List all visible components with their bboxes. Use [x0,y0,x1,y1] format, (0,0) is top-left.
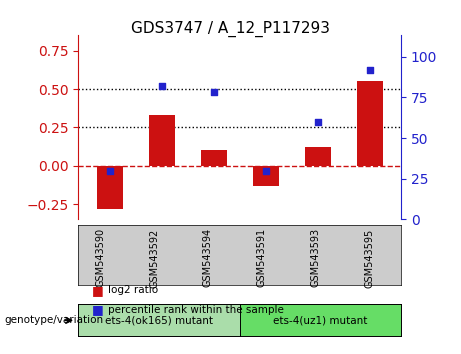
Bar [253,166,279,186]
Text: ets-4(uz1) mutant: ets-4(uz1) mutant [273,315,367,325]
Point [210,90,218,95]
Point [314,119,321,125]
Point [106,168,113,173]
Text: percentile rank within the sample: percentile rank within the sample [108,305,284,315]
Text: ■: ■ [92,303,104,316]
Bar [305,147,331,166]
Text: GSM543590: GSM543590 [95,228,105,287]
Bar [148,115,175,166]
Text: GDS3747 / A_12_P117293: GDS3747 / A_12_P117293 [131,21,330,38]
Text: GSM543593: GSM543593 [310,228,320,287]
Text: GSM543591: GSM543591 [257,228,266,287]
Point [158,83,165,89]
Text: genotype/variation: genotype/variation [5,315,104,325]
Text: log2 ratio: log2 ratio [108,285,159,295]
Text: GSM543592: GSM543592 [149,228,159,287]
Bar [201,150,227,166]
Bar [357,81,383,166]
Text: GSM543594: GSM543594 [203,228,213,287]
Point [262,168,269,173]
Bar [97,166,123,209]
Text: ets-4(ok165) mutant: ets-4(ok165) mutant [105,315,213,325]
Point [366,67,373,73]
Text: GSM543595: GSM543595 [364,228,374,287]
Text: ■: ■ [92,284,104,297]
